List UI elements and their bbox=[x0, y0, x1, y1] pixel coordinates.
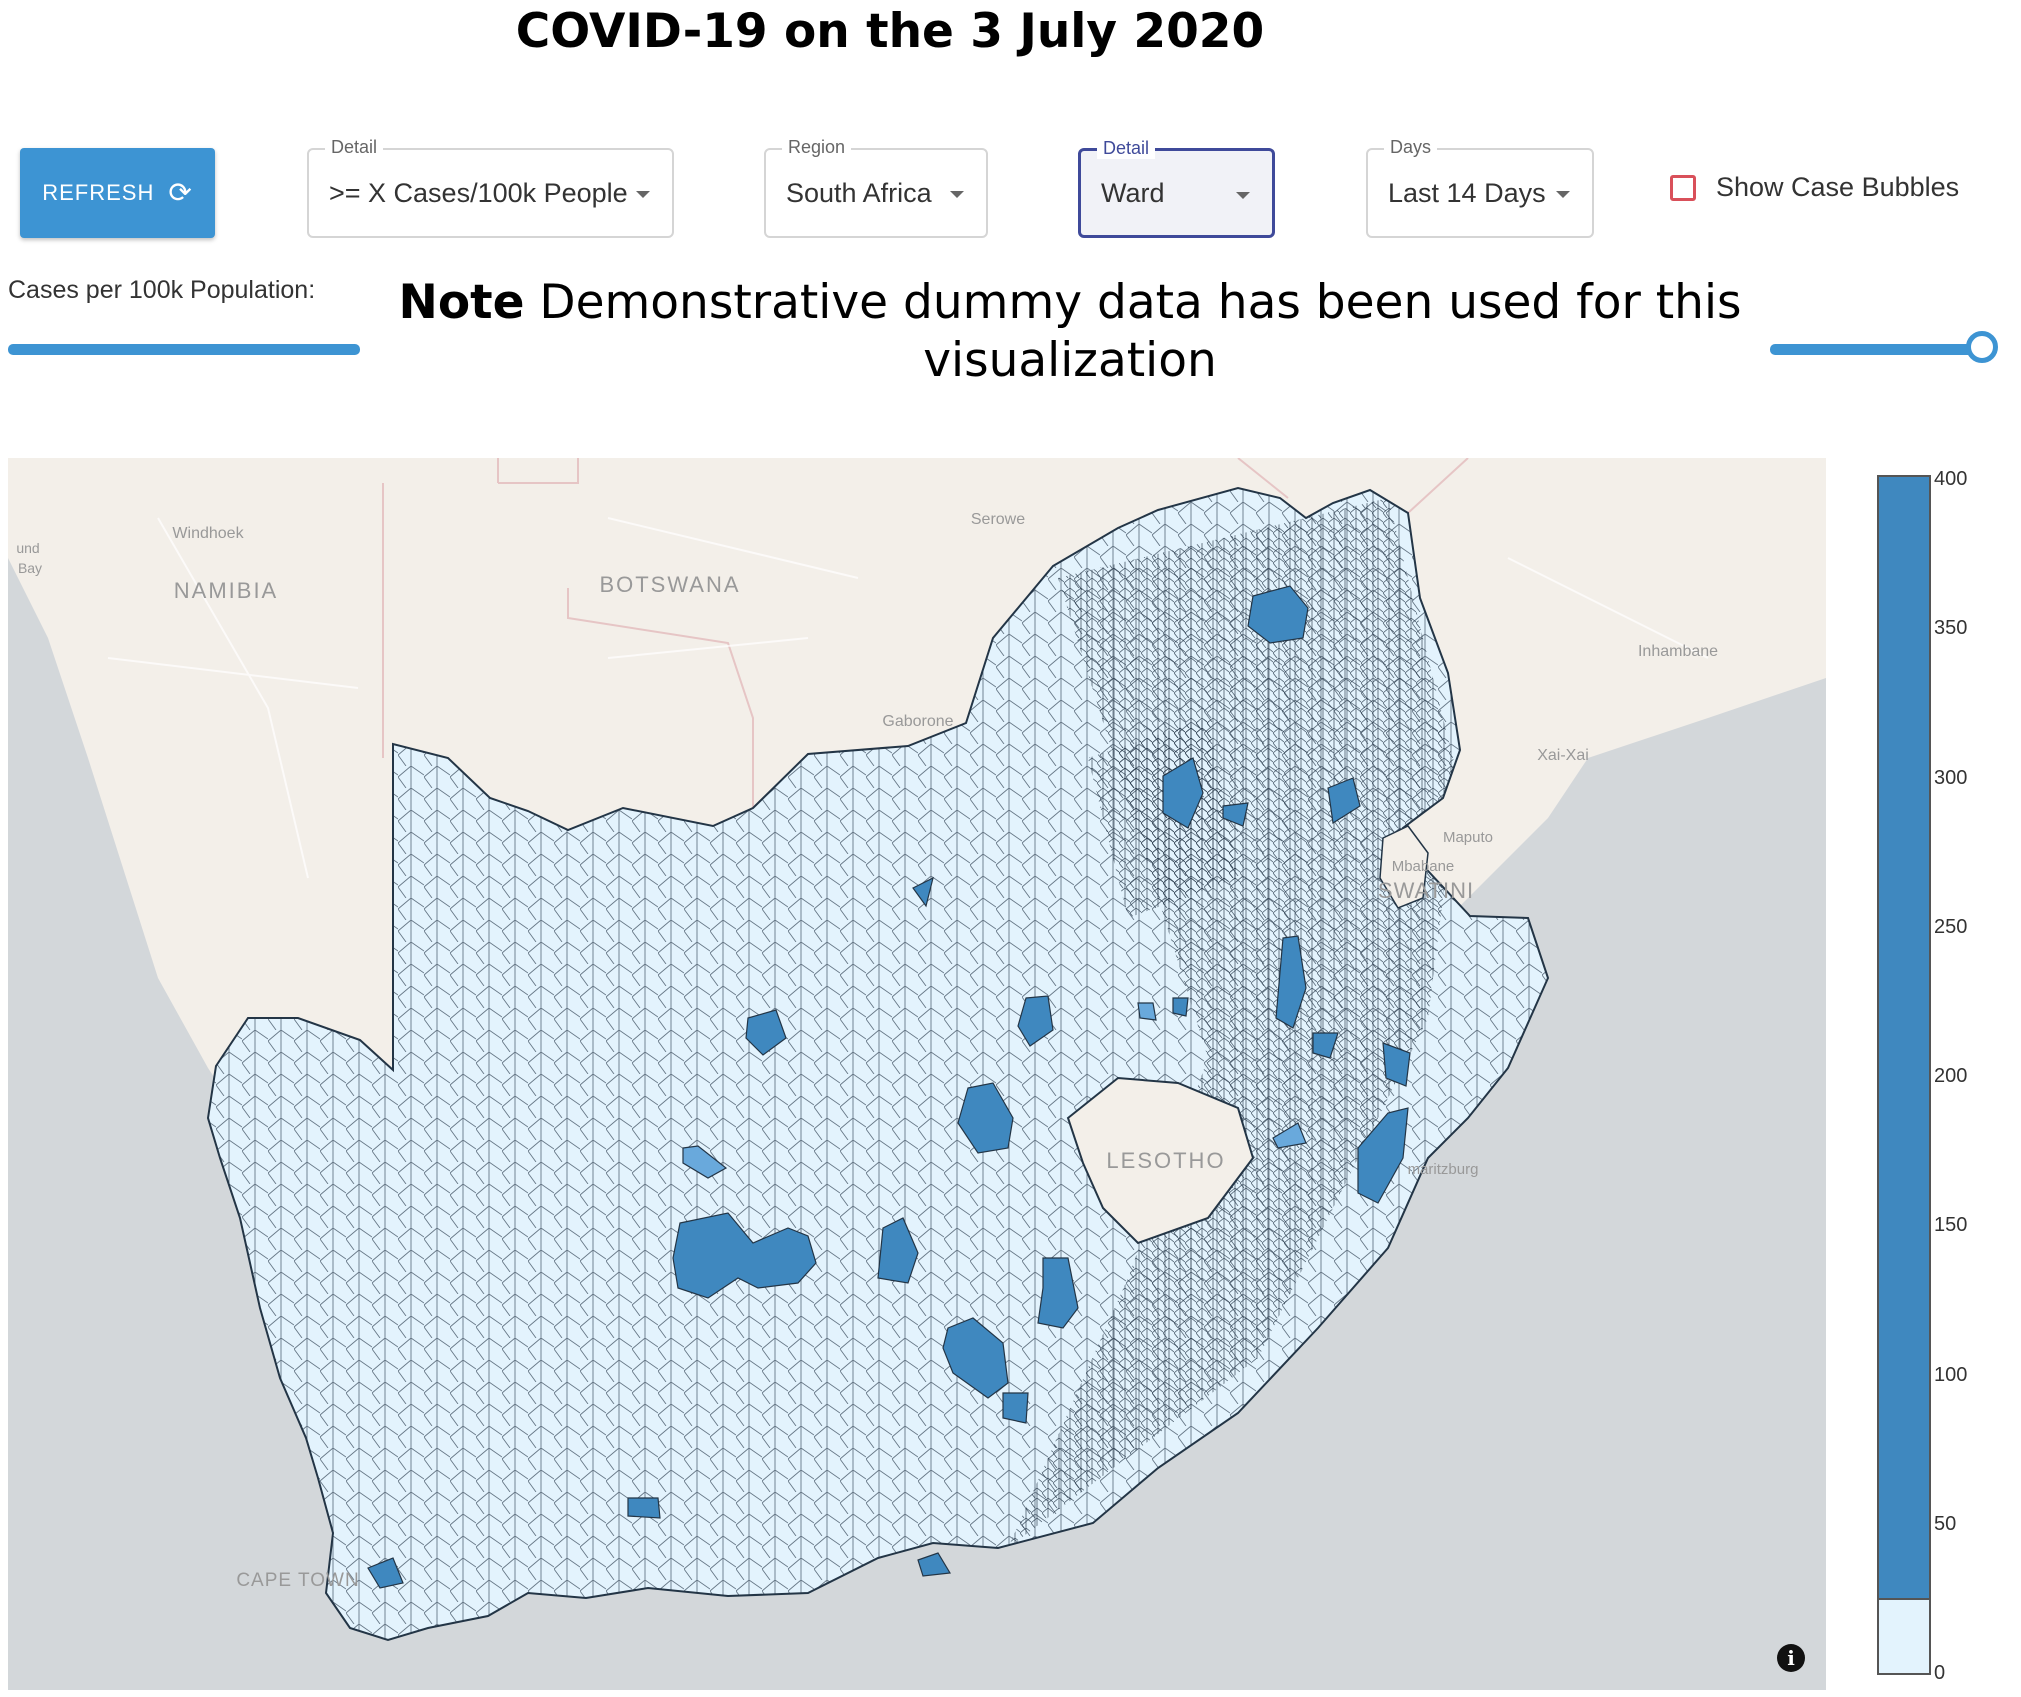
ward-mid-2 bbox=[1272, 1122, 1307, 1149]
legend-tick: 300 bbox=[1934, 766, 1968, 789]
slider-track-right[interactable] bbox=[1770, 344, 1980, 355]
legend-tick: 400 bbox=[1934, 468, 1968, 490]
roads bbox=[107, 517, 1709, 879]
ward-high-13 bbox=[672, 1212, 817, 1299]
label-maputo: Maputo bbox=[1443, 829, 1493, 846]
region-legend: Region bbox=[782, 137, 852, 158]
ward-mid-1 bbox=[682, 1145, 728, 1179]
country-borders bbox=[382, 458, 754, 808]
ward-high-11 bbox=[957, 1082, 1014, 1154]
ward-high-17 bbox=[1002, 1392, 1029, 1424]
ward-high-5 bbox=[912, 876, 934, 908]
detail-level-legend: Detail bbox=[1097, 138, 1156, 159]
color-legend bbox=[1877, 475, 1931, 1675]
note-text: Note Demonstrative dummy data has been u… bbox=[380, 274, 1760, 390]
label-swatini: SWATINI bbox=[1378, 878, 1474, 903]
label-namibia: NAMIBIA bbox=[174, 578, 278, 603]
ward-high-16 bbox=[942, 1317, 1009, 1399]
ward-high-8 bbox=[1275, 935, 1307, 1029]
label-lesotho: LESOTHO bbox=[1106, 1148, 1225, 1173]
label-cape-town: CAPE TOWN bbox=[236, 1570, 359, 1591]
legend-tick: 250 bbox=[1934, 915, 1968, 938]
ward-high-10 bbox=[1382, 1042, 1411, 1087]
label-inhambane: Inhambane bbox=[1638, 643, 1718, 660]
cases-per-100k-label: Cases per 100k Population: bbox=[8, 276, 316, 304]
ward-high-6 bbox=[745, 1009, 787, 1056]
detail-metric-value: >= X Cases/100k People bbox=[329, 177, 628, 208]
slider-thumb[interactable] bbox=[1966, 331, 1998, 363]
label-bay-fragment: Bay bbox=[18, 560, 42, 576]
detail-level-value: Ward bbox=[1101, 177, 1165, 208]
ward-mid-3 bbox=[1137, 1002, 1157, 1021]
ward-high-15 bbox=[1037, 1257, 1079, 1329]
label-gaborone: Gaborone bbox=[882, 713, 953, 730]
show-case-bubbles-label: Show Case Bubbles bbox=[1716, 172, 1960, 202]
label-mbabane: Mbabane bbox=[1392, 858, 1455, 875]
chevron-down-icon bbox=[1556, 191, 1570, 198]
ward-high-2 bbox=[1162, 757, 1204, 829]
legend-tick: 100 bbox=[1934, 1363, 1968, 1386]
page-title: COVID-19 on the 3 July 2020 bbox=[515, 4, 1265, 59]
ward-high-4 bbox=[1222, 802, 1249, 827]
days-legend: Days bbox=[1384, 137, 1438, 158]
ward-high-7 bbox=[1017, 995, 1054, 1047]
days-value: Last 14 Days bbox=[1388, 177, 1546, 208]
ward-high-20 bbox=[367, 1557, 404, 1589]
ward-high-9 bbox=[1312, 1032, 1339, 1059]
refresh-icon: ⟳ bbox=[168, 177, 193, 208]
region-select[interactable]: Region South Africa bbox=[764, 137, 988, 238]
mid-case-wards bbox=[682, 1002, 1307, 1179]
legend-tick: 50 bbox=[1934, 1512, 1957, 1535]
ward-high-12 bbox=[1357, 1107, 1409, 1204]
days-select[interactable]: Days Last 14 Days bbox=[1366, 137, 1594, 238]
refresh-label: REFRESH bbox=[42, 180, 155, 205]
ward-high-3 bbox=[1327, 777, 1361, 825]
high-case-wards bbox=[367, 585, 1411, 1589]
detail-metric-legend: Detail bbox=[325, 137, 384, 158]
legend-tick: 150 bbox=[1934, 1214, 1968, 1237]
note-body: Demonstrative dummy data has been used f… bbox=[539, 275, 1742, 388]
label-und-fragment: und bbox=[16, 540, 39, 556]
label-serowe: Serowe bbox=[971, 511, 1025, 528]
refresh-button[interactable]: REFRESH ⟳ bbox=[20, 148, 215, 238]
info-icon[interactable]: i bbox=[1777, 1644, 1805, 1672]
ward-high-19 bbox=[917, 1552, 951, 1577]
detail-level-select[interactable]: Detail Ward bbox=[1078, 138, 1275, 238]
ward-high-21 bbox=[1172, 997, 1189, 1017]
ward-high-1 bbox=[1247, 585, 1309, 644]
region-value: South Africa bbox=[786, 177, 932, 208]
ward-high-18 bbox=[627, 1497, 661, 1519]
legend-tick: 350 bbox=[1934, 617, 1968, 640]
label-xai-xai: Xai-Xai bbox=[1537, 747, 1589, 764]
label-windhoek: Windhoek bbox=[172, 525, 244, 542]
show-case-bubbles-checkbox[interactable] bbox=[1670, 174, 1696, 201]
chevron-down-icon bbox=[636, 191, 650, 198]
ward-high-14 bbox=[877, 1217, 919, 1284]
swatini bbox=[1379, 825, 1429, 909]
show-case-bubbles-toggle[interactable]: Show Case Bubbles bbox=[1670, 172, 1959, 203]
choropleth-map[interactable]: NAMIBIA BOTSWANA LESOTHO SWATINI Windhoe… bbox=[8, 458, 1826, 1690]
legend-tick: 0 bbox=[1934, 1662, 1946, 1684]
legend-tick: 200 bbox=[1934, 1065, 1968, 1087]
chevron-down-icon bbox=[1236, 192, 1250, 199]
label-pietermaritzburg: maritzburg bbox=[1408, 1161, 1479, 1178]
lesotho bbox=[1066, 1076, 1255, 1245]
toolbar: REFRESH ⟳ Detail >= X Cases/100k People … bbox=[0, 130, 2021, 250]
legend-high-segment bbox=[1877, 475, 1931, 1600]
note-bold: Note bbox=[398, 275, 525, 330]
label-botswana: BOTSWANA bbox=[599, 572, 740, 597]
detail-metric-select[interactable]: Detail >= X Cases/100k People bbox=[307, 137, 674, 238]
slider-track-left[interactable] bbox=[8, 344, 360, 355]
chevron-down-icon bbox=[950, 191, 964, 198]
